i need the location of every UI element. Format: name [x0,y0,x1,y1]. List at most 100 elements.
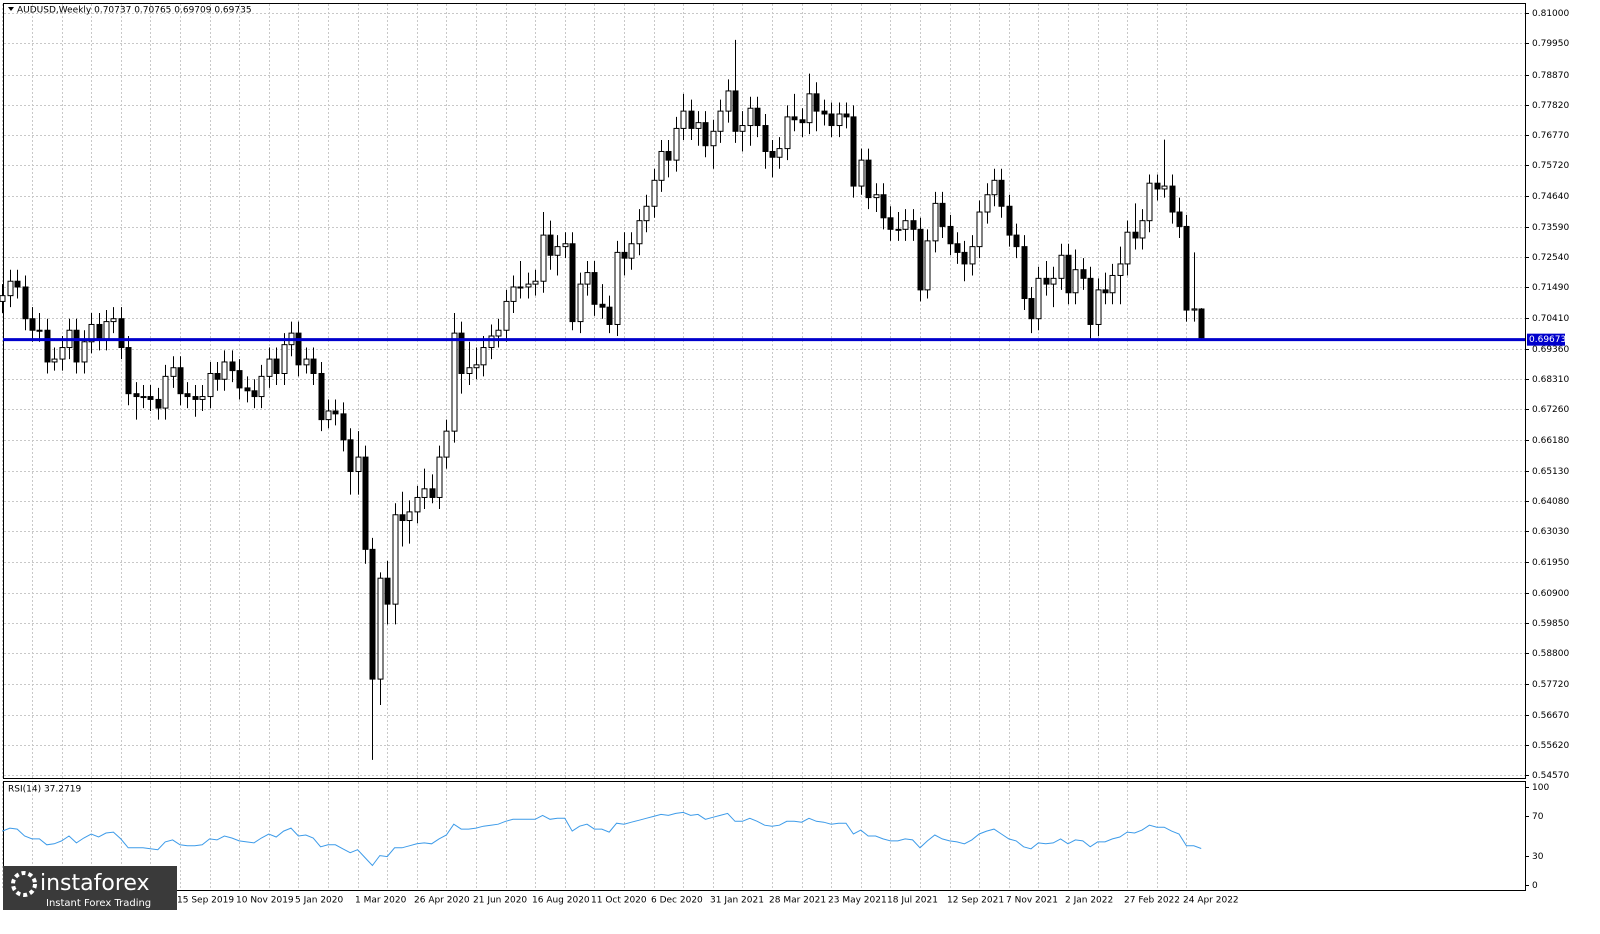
candle-body [81,341,88,363]
candle-body [125,347,132,395]
candle-body [192,396,199,400]
y-tick-label: 0.61950 [1532,558,1569,568]
candle-body [1132,231,1139,239]
candle-body [488,335,495,349]
candle-body [1117,263,1124,276]
candle-body [880,194,887,219]
candle-body [651,179,658,207]
candle-body [525,283,532,288]
candle-body [303,358,310,366]
candle-body [184,393,191,398]
candle-body [340,413,347,441]
candle-body [984,194,991,213]
candle-body [406,511,413,522]
y-tick-label: 0.69360 [1532,345,1569,355]
candle-body [1095,289,1102,325]
candle-body [702,122,709,147]
candle-body [399,514,406,522]
candle-body [36,329,43,332]
candle-body [821,110,828,115]
candle-body [658,150,665,181]
logo-tagline: Instant Forex Trading [46,898,151,909]
candle-body [318,372,325,421]
candle-body [717,110,724,132]
x-tick-label: 10 Nov 2019 [236,896,294,906]
x-tick-label: 27 Feb 2022 [1124,896,1180,906]
candle-body [147,396,154,400]
candle-body [850,116,857,187]
rsi-line [2,811,1202,867]
candle-body [140,396,147,399]
candle-body [51,358,58,363]
candle-body [614,251,621,325]
y-tick-label: 0.76770 [1532,131,1569,141]
x-tick-label: 12 Sep 2021 [947,896,1004,906]
y-tick-label: 0.55620 [1532,741,1569,751]
y-tick-label: 0.65130 [1532,467,1569,477]
candle-body [177,367,184,395]
candle-body [991,179,998,196]
candle-body [103,321,110,340]
candle-body [221,361,228,380]
candle-body [584,272,591,285]
candle-body [1087,277,1094,325]
candle-body [392,514,399,605]
candle-body [466,367,473,374]
y-tick-label: 0.59850 [1532,619,1569,629]
candle-body [1058,254,1065,279]
candle-body [828,113,835,127]
y-tick-label: 0.56670 [1532,711,1569,721]
menu-arrow [8,7,14,11]
candle-body [695,122,702,129]
rsi-panel [3,781,1526,891]
x-tick-label: 31 Jan 2021 [710,896,764,906]
candle-body [621,251,628,259]
candle-body [1028,298,1035,320]
candle-body [895,228,902,231]
x-tick-label: 6 Dec 2020 [651,896,703,906]
candle-body [939,202,946,227]
x-tick-label: 28 Mar 2021 [769,896,826,906]
candle-body [44,329,51,363]
candle-body [295,332,302,366]
candle-body [162,375,169,409]
candle-body [443,430,450,458]
candle-body [762,125,769,152]
candle-body [606,306,613,325]
candle-body [1161,185,1168,190]
candle-body [806,93,813,124]
candle-body [332,410,339,415]
candle-body [1176,211,1183,227]
y-tick-label: 0.70410 [1532,314,1569,324]
y-tick-label: 0.57720 [1532,680,1569,690]
x-tick-label: 23 May 2021 [828,896,887,906]
candle-body [910,220,917,230]
candle-body [207,372,214,398]
candle-body [1102,289,1109,294]
candle-body [836,113,843,127]
x-tick-label: 7 Nov 2021 [1006,896,1058,906]
x-tick-label: 24 Apr 2022 [1183,896,1239,906]
candle-body [458,332,465,374]
candle-body [1065,254,1072,294]
x-tick-label: 26 Apr 2020 [414,896,470,906]
y-tick-label: 0.67260 [1532,405,1569,415]
candle-body [110,318,117,323]
x-tick-label: 21 Jun 2020 [473,896,527,906]
support-label-box [1527,333,1565,346]
marks [0,39,1525,867]
candle-body [503,300,510,331]
candle-body [421,488,428,498]
candle-body [532,280,539,285]
candle-body [310,358,317,374]
y-tick-label: 0.63030 [1532,527,1569,537]
candle-body [954,243,961,253]
candle-body [754,107,761,127]
candle-body [510,286,517,302]
candle-body [887,217,894,230]
y-tick-label: 0.73590 [1532,223,1569,233]
candle-body [791,116,798,121]
candle-body [636,220,643,245]
candle-body [281,344,288,374]
